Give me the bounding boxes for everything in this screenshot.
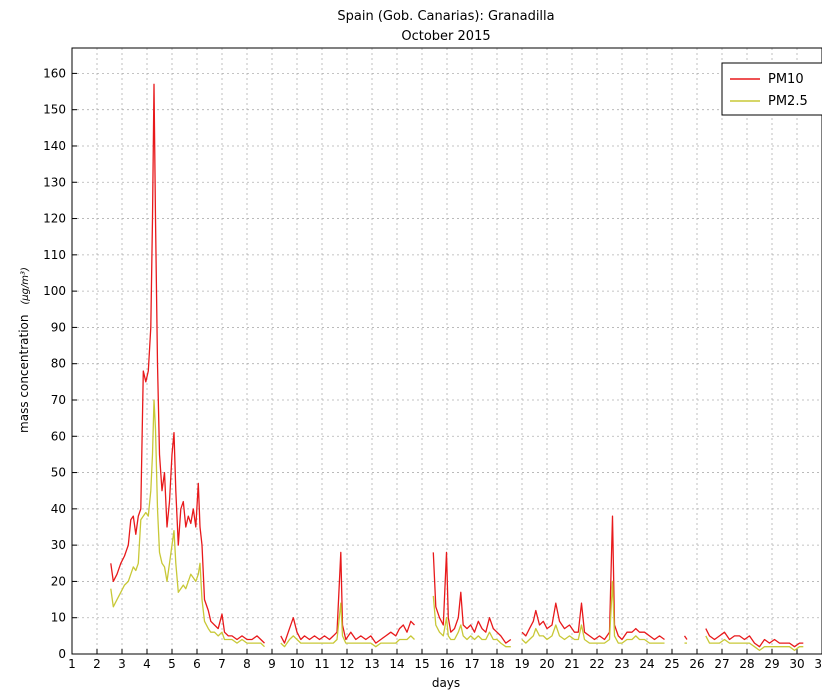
legend-label-pm25: PM2.5 <box>768 94 808 109</box>
series-layer <box>110 83 804 652</box>
y-axis-ticks: 0 10 20 30 40 50 60 70 80 90 100 110 120 130 140 150 160 <box>43 66 77 661</box>
y-axis-unit: (μg/m³) <box>20 267 31 305</box>
series-line-segment <box>432 551 512 644</box>
y-tick-label: 80 <box>51 357 66 371</box>
series-line-segment <box>521 580 665 644</box>
series-pm25 <box>110 399 804 652</box>
x-tick-label: 18 <box>489 657 504 671</box>
x-tick-label: 25 <box>664 657 679 671</box>
x-tick-label: 31 <box>814 657 822 671</box>
series-pm10 <box>110 83 804 648</box>
y-tick-label: 30 <box>51 538 66 552</box>
y-tick-label: 20 <box>51 574 66 588</box>
x-axis-ticks: 1 2 3 4 5 6 7 8 9 10 11 12 13 14 15 16 17 18 19 20 21 22 23 24 2… <box>68 649 822 671</box>
x-tick-label: 12 <box>339 657 354 671</box>
x-axis-label: days <box>432 676 460 690</box>
x-tick-label: 7 <box>218 657 226 671</box>
y-tick-label: 50 <box>51 466 66 480</box>
x-tick-label: 21 <box>564 657 579 671</box>
y-tick-label: 140 <box>43 139 66 153</box>
series-line-segment <box>683 635 688 640</box>
y-tick-label: 90 <box>51 320 66 334</box>
legend: PM10 PM2.5 <box>721 62 822 116</box>
x-tick-label: 23 <box>614 657 629 671</box>
y-axis-label: mass concentration <box>17 314 31 432</box>
x-tick-label: 20 <box>539 657 554 671</box>
y-tick-label: 130 <box>43 175 66 189</box>
y-tick-label: 150 <box>43 103 66 117</box>
x-tick-label: 14 <box>389 657 404 671</box>
x-tick-label: 3 <box>118 657 126 671</box>
series-line-segment <box>110 83 265 644</box>
x-tick-label: 10 <box>289 657 304 671</box>
y-tick-label: 60 <box>51 429 66 443</box>
x-tick-label: 11 <box>314 657 329 671</box>
series-line-segment <box>705 635 804 652</box>
legend-label-pm10: PM10 <box>768 72 804 87</box>
y-tick-label: 70 <box>51 393 66 407</box>
x-tick-label: 5 <box>168 657 176 671</box>
series-line-segment <box>280 602 415 648</box>
x-tick-label: 24 <box>639 657 654 671</box>
series-line-segment <box>432 595 511 648</box>
x-tick-label: 6 <box>193 657 201 671</box>
legend-box <box>721 62 822 116</box>
y-tick-label: 160 <box>43 66 66 80</box>
x-tick-label: 29 <box>764 657 779 671</box>
svg-text:mass concentration (μg/m: mass concentration (μg/m³) <box>17 267 31 433</box>
y-tick-label: 110 <box>43 248 66 262</box>
x-tick-label: 2 <box>93 657 101 671</box>
y-tick-label: 100 <box>43 284 66 298</box>
x-tick-label: 15 <box>414 657 429 671</box>
y-tick-label: 10 <box>51 611 66 625</box>
x-tick-label: 30 <box>789 657 804 671</box>
x-tick-label: 26 <box>689 657 704 671</box>
y-tick-label: 0 <box>58 647 66 661</box>
x-tick-label: 1 <box>68 657 76 671</box>
series-line-segment <box>705 628 804 648</box>
series-line-segment <box>521 515 665 641</box>
x-tick-label: 22 <box>589 657 604 671</box>
y-axis-title: mass concentration (μg/m³) <box>17 267 31 433</box>
y-tick-label: 120 <box>43 212 66 226</box>
x-tick-label: 16 <box>439 657 454 671</box>
chart-title: Spain (Gob. Canarias): Granadilla <box>337 9 554 24</box>
grid <box>71 48 822 655</box>
x-tick-label: 17 <box>464 657 479 671</box>
x-tick-label: 9 <box>268 657 276 671</box>
y-tick-label: 40 <box>51 502 66 516</box>
series-line-segment <box>110 399 265 648</box>
x-tick-label: 4 <box>143 657 151 671</box>
x-tick-label: 13 <box>364 657 379 671</box>
x-tick-label: 27 <box>714 657 729 671</box>
plot-frame <box>71 47 822 655</box>
series-line-segment <box>280 551 415 644</box>
x-tick-label: 19 <box>514 657 529 671</box>
x-tick-label: 8 <box>243 657 251 671</box>
x-tick-label: 28 <box>739 657 754 671</box>
chart-subtitle: October 2015 <box>401 29 490 44</box>
